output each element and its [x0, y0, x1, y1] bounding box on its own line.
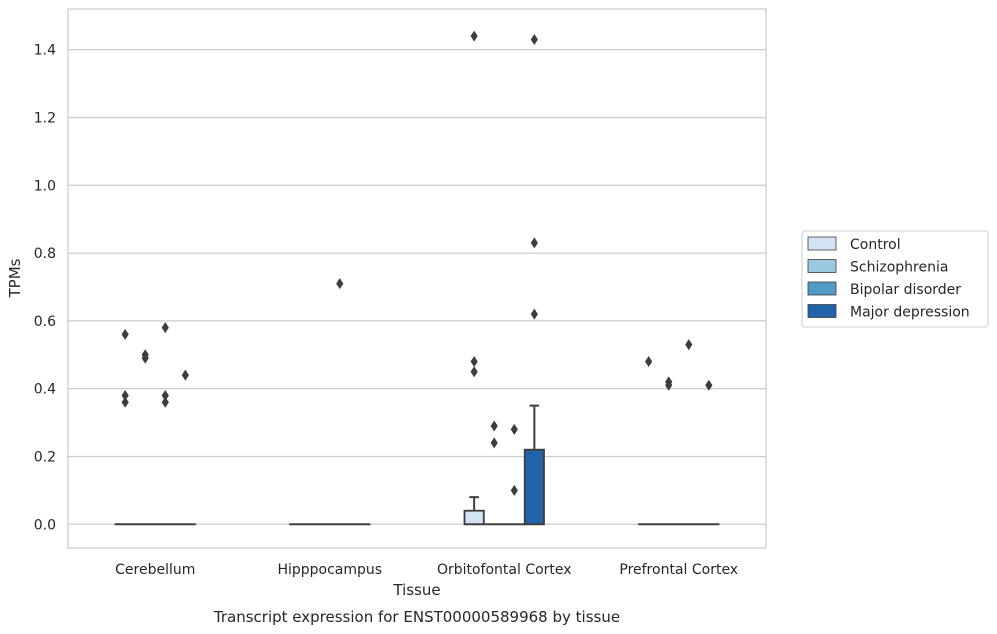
outlier-point: [181, 369, 189, 381]
legend-swatch: [807, 304, 837, 318]
outlier-point: [685, 339, 693, 351]
outlier-point: [121, 396, 129, 408]
x-axis-ticks: Cerebellum Hipppocampus Orbitofontal Corte…: [115, 562, 738, 578]
x-tick-label: Orbitofontal Cortex: [437, 562, 572, 578]
outlier-point: [336, 278, 344, 290]
box-group: [114, 328, 136, 526]
legend-frame: [801, 230, 989, 328]
box-group: [463, 30, 485, 526]
outlier-point: [530, 308, 538, 320]
box-group: [638, 356, 660, 526]
y-tick-label: 0.4: [34, 382, 56, 398]
chart-title: Transcript expression for ENST0000058996…: [213, 608, 620, 626]
outlier-point: [490, 437, 498, 449]
gridlines: [68, 49, 766, 525]
box-group: [329, 278, 351, 526]
outlier-point: [645, 356, 653, 368]
outlier-point: [510, 423, 518, 435]
x-axis-label: Tissue: [392, 581, 440, 599]
outlier-point: [705, 379, 713, 391]
legend-label: Bipolar disorder: [850, 282, 961, 298]
outlier-point: [510, 484, 518, 496]
legend-label: Major depression: [850, 305, 970, 321]
legend-label: Schizophrenia: [850, 260, 948, 276]
y-tick-label: 1.2: [34, 110, 56, 126]
y-tick-label: 1.4: [34, 43, 56, 59]
box-group: [698, 379, 720, 526]
outlier-point: [665, 379, 673, 391]
legend: Control Schizophrenia Bipolar disorder Majo…: [801, 230, 989, 328]
box-group: [154, 322, 176, 526]
outlier-point: [161, 322, 169, 334]
plot-frame: [67, 8, 767, 549]
x-tick-label: Cerebellum: [115, 562, 195, 578]
x-tick-label: Hipppocampus: [277, 562, 382, 578]
outlier-point: [161, 396, 169, 408]
box-group: [174, 369, 196, 526]
outlier-point: [121, 389, 129, 401]
box-group: [658, 376, 680, 526]
outlier-point: [470, 366, 478, 378]
legend-swatch: [807, 236, 837, 251]
outlier-point: [470, 356, 478, 368]
outlier-point: [490, 420, 498, 432]
outlier-point: [470, 30, 478, 42]
y-axis-label: TPMs: [6, 258, 24, 298]
box-group: [503, 423, 525, 526]
y-tick-label: 0.6: [34, 314, 56, 330]
box-group: [678, 339, 700, 526]
outlier-point: [530, 34, 538, 46]
outlier-point: [530, 237, 538, 249]
box-group: [483, 420, 505, 526]
x-tick-label: Prefrontal Cortex: [619, 562, 738, 578]
box-group: [134, 349, 156, 526]
y-tick-label: 0.2: [34, 449, 56, 465]
outlier-point: [141, 352, 149, 364]
legend-swatch: [807, 281, 837, 296]
box: [463, 509, 485, 526]
y-axis-ticks: 0.0 0.2 0.4 0.6 0.8 1.0 1.2 1.4: [34, 43, 56, 534]
plot-marks: [114, 30, 720, 526]
outlier-point: [121, 328, 129, 340]
box-group: [523, 34, 545, 526]
y-tick-label: 0.8: [34, 246, 56, 262]
outlier-point: [161, 389, 169, 401]
y-tick-label: 1.0: [34, 178, 56, 194]
y-tick-label: 0.0: [34, 517, 56, 533]
legend-swatch: [807, 259, 837, 273]
box: [523, 448, 545, 526]
legend-label: Control: [850, 237, 901, 253]
